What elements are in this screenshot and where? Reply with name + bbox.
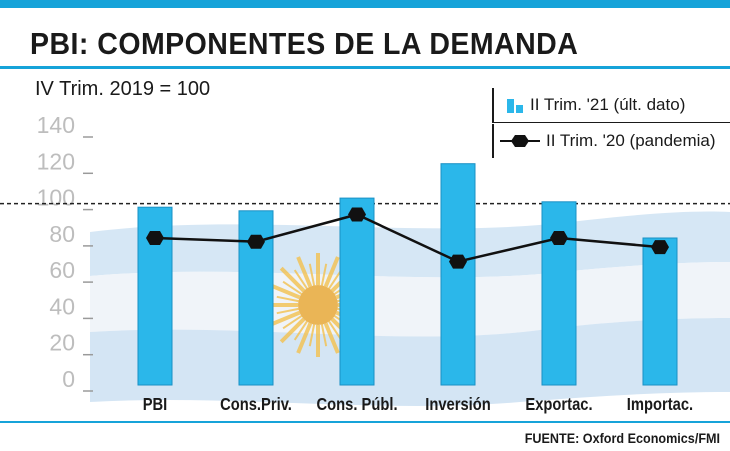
sun-ray: [269, 310, 301, 327]
sun-ray: [320, 263, 328, 286]
line-point-3: [449, 254, 467, 269]
chart-title: PBI: COMPONENTES DE LA DEMANDA: [30, 26, 579, 61]
sun-ray: [282, 280, 302, 295]
x-tick-label: PBI: [143, 395, 168, 415]
line-point-1: [247, 234, 265, 249]
sun-ray: [323, 256, 340, 288]
bar-2: [339, 197, 375, 386]
x-axis-labels: PBI Cons.Priv. Cons. Públ. Inversión Exporta…: [143, 395, 693, 415]
sun-ray: [293, 321, 308, 341]
legend-label-bars: II Trim. '21 (últ. dato): [530, 95, 686, 114]
bar-4: [541, 201, 577, 386]
sun-ray: [328, 321, 343, 341]
bar-swatch-icon: [506, 97, 524, 113]
y-tick-label: 100: [37, 185, 75, 211]
bar-series: [137, 163, 678, 386]
legend-item-bars: II Trim. '21 (últ. dato): [492, 88, 685, 122]
sun-ray: [293, 269, 308, 289]
sun-ray: [279, 266, 306, 293]
bar-5: [642, 237, 678, 386]
top-accent-bar: [0, 0, 730, 8]
y-axis: 0 20 40 60 80 100 120 140: [37, 112, 93, 392]
title-rule: [0, 66, 730, 69]
sun-ray: [269, 283, 301, 300]
line-point-4: [550, 231, 568, 245]
legend-item-line: II Trim. '20 (pandemia): [492, 124, 716, 158]
line-point-5: [651, 240, 669, 255]
sun-ray: [296, 322, 313, 354]
sun-ray: [276, 307, 299, 315]
sun-ray: [282, 315, 302, 330]
line-point-2: [348, 207, 366, 222]
legend-label-line: II Trim. '20 (pandemia): [546, 131, 716, 150]
legend: II Trim. '21 (últ. dato) II Trim. '20 (p…: [492, 86, 730, 158]
sun-ray: [308, 324, 316, 347]
x-tick-label: Importac.: [627, 395, 693, 415]
x-tick-label: Cons. Públ.: [316, 395, 397, 415]
y-tick-label: 0: [62, 366, 75, 392]
y-tick-label: 20: [49, 330, 75, 356]
x-tick-label: Cons.Priv.: [220, 395, 292, 415]
sun-ray: [323, 322, 340, 354]
bottom-rule: [0, 421, 730, 423]
sun-ray: [320, 324, 328, 347]
bar-3: [440, 163, 476, 386]
sun-ray: [276, 295, 299, 303]
x-tick-label: Inversión: [425, 395, 491, 415]
series-line: [154, 213, 661, 263]
source-note: FUENTE: Oxford Economics/FMI: [524, 430, 720, 446]
legend-divider: [492, 122, 730, 123]
line-point-0: [146, 231, 164, 245]
chart-subtitle: IV Trim. 2019 = 100: [35, 78, 211, 100]
sun-face: [298, 285, 338, 325]
line-marker-swatch-icon: [500, 135, 540, 147]
y-tick-label: 80: [49, 221, 75, 247]
y-tick-label: 140: [37, 112, 75, 138]
y-tick-label: 60: [49, 257, 75, 283]
line-series: [146, 207, 669, 269]
sun-ray: [328, 269, 343, 289]
sun-ray: [279, 317, 306, 344]
sun-ray: [308, 263, 316, 286]
y-tick-label: 120: [37, 148, 75, 174]
argentina-flag-background: [90, 211, 730, 406]
sun-ray: [296, 256, 313, 288]
x-tick-label: Exportac.: [525, 395, 592, 415]
y-tick-label: 40: [49, 293, 75, 319]
